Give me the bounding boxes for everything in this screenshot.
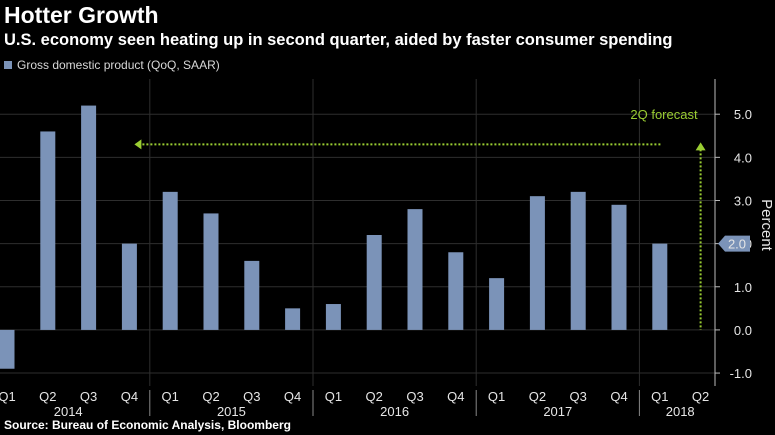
last-value-label: 2.0 <box>728 237 746 252</box>
year-label: 2014 <box>54 404 83 419</box>
y-tick-label: 1.0 <box>734 280 752 295</box>
x-tick-label: Q4 <box>610 389 627 404</box>
bar <box>81 105 97 330</box>
x-tick-label: Q2 <box>202 389 219 404</box>
y-tick-label: 3.0 <box>734 193 752 208</box>
x-tick-label: Q3 <box>570 389 587 404</box>
year-label: 2017 <box>543 404 572 419</box>
last-value-badge <box>718 235 750 252</box>
x-tick-label: Q3 <box>80 389 97 404</box>
bar <box>203 213 219 330</box>
x-tick-label: Q4 <box>121 389 138 404</box>
chart-title: Hotter Growth <box>4 2 159 28</box>
forecast-label: 2Q forecast <box>630 107 698 122</box>
x-tick-label: Q1 <box>325 389 342 404</box>
x-tick-label: Q1 <box>651 389 668 404</box>
bar <box>285 308 301 330</box>
year-label: 2015 <box>217 404 246 419</box>
bar <box>244 260 260 330</box>
y-tick-label: -1.0 <box>730 366 752 381</box>
forecast-arrowhead <box>134 139 142 150</box>
x-tick-label: Q2 <box>39 389 56 404</box>
bar <box>121 243 137 330</box>
bar <box>611 204 627 330</box>
bar <box>570 191 586 330</box>
forecast-arrowhead-up <box>695 142 706 151</box>
bar <box>407 209 423 330</box>
y-tick-label: 4.0 <box>734 150 752 165</box>
bar <box>40 131 56 330</box>
bar <box>489 278 505 330</box>
y-axis-label: Percent <box>758 199 775 252</box>
source-note: Source: Bureau of Economic Analysis, Blo… <box>4 418 291 432</box>
bar <box>652 243 668 330</box>
legend-swatch <box>4 61 12 69</box>
x-tick-label: Q3 <box>406 389 423 404</box>
x-tick-label: Q2 <box>366 389 383 404</box>
x-tick-label: Q1 <box>0 389 16 404</box>
x-tick-label: Q2 <box>692 389 709 404</box>
bar <box>325 304 341 330</box>
bar <box>366 235 382 330</box>
bar <box>162 191 178 330</box>
y-tick-label: 5.0 <box>734 107 752 122</box>
year-label: 2018 <box>666 404 695 419</box>
x-tick-label: Q3 <box>243 389 260 404</box>
legend: Gross domestic product (QoQ, SAAR) <box>4 58 220 72</box>
bar <box>0 329 15 369</box>
x-tick-label: Q1 <box>162 389 179 404</box>
bar <box>529 196 545 330</box>
x-tick-label: Q2 <box>529 389 546 404</box>
chart-subtitle: U.S. economy seen heating up in second q… <box>4 31 673 49</box>
year-label: 2016 <box>380 404 409 419</box>
bar <box>448 252 464 330</box>
legend-label: Gross domestic product (QoQ, SAAR) <box>17 58 220 72</box>
x-tick-label: Q4 <box>284 389 301 404</box>
y-tick-label: 0.0 <box>734 323 752 338</box>
x-tick-label: Q1 <box>488 389 505 404</box>
x-tick-label: Q4 <box>447 389 464 404</box>
